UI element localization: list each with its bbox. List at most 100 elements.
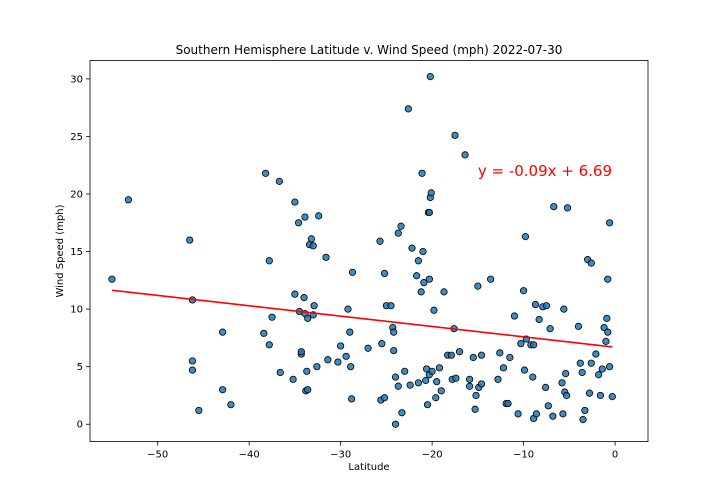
data-point [324,356,332,364]
x-tick-label: −20 [422,450,443,461]
data-point [433,378,441,386]
data-point [430,306,438,314]
data-point [397,222,405,230]
data-point [412,272,421,280]
data-point [315,212,323,220]
x-axis-label: Latitude [348,462,389,473]
data-point [260,329,268,337]
data-point [604,328,612,336]
data-point [576,359,584,367]
data-point [408,244,416,252]
data-point [380,269,389,278]
data-point [276,368,284,377]
data-point [546,325,554,333]
data-point [592,350,600,358]
data-point [519,287,528,295]
data-point [499,364,508,372]
y-tick-label: 20 [70,190,83,201]
data-point [391,420,400,428]
data-point [466,375,474,383]
data-point [394,382,402,390]
data-point [469,353,477,362]
data-point [348,268,357,276]
data-point [451,131,459,139]
data-point [303,367,311,375]
data-point [406,381,414,389]
data-point [219,386,227,394]
data-point [558,379,566,387]
data-point [535,315,543,324]
data-point [596,391,605,400]
data-point [390,346,398,355]
data-point [186,236,194,244]
data-point [474,282,482,290]
data-point [514,410,522,418]
data-point [428,367,436,375]
data-point [401,367,409,375]
data-point [398,409,406,417]
data-point [559,410,567,418]
data-point [275,177,283,185]
data-point [426,73,434,81]
data-point [414,257,422,265]
x-tick-label: −50 [147,450,168,461]
y-axis-label: Wind Speed (mph) [55,204,66,297]
data-point [432,394,440,402]
data-point [452,374,460,382]
data-point [414,379,422,387]
data-point [461,151,469,159]
data-point [108,275,116,283]
data-point [477,351,486,359]
data-point [423,401,432,409]
data-point [530,341,538,349]
y-axis: 0 5 10 15 20 25 30 [70,74,90,431]
data-point [348,395,356,403]
y-tick-label: 25 [70,132,83,143]
plot-frame [89,60,649,442]
data-point [455,348,464,356]
data-point [378,340,386,348]
data-point [301,213,309,221]
data-point [477,380,486,388]
data-point [579,416,587,424]
data-point [418,169,426,177]
data-point [562,391,571,400]
data-point [227,401,235,409]
data-point [334,358,342,366]
data-point [188,357,197,365]
data-point [603,314,611,322]
data-point [440,288,448,296]
data-point [391,373,400,381]
data-point [380,394,389,402]
data-point [437,387,445,395]
data-point [604,275,612,283]
data-point [510,312,519,320]
data-point [419,247,427,256]
data-point [307,235,315,243]
data-point [265,257,273,265]
data-point [594,371,603,379]
data-point [600,323,608,332]
data-point [291,290,299,298]
data-point [390,328,398,336]
data-point [304,386,312,394]
data-point [376,237,384,245]
data-point [517,340,525,348]
x-axis: −50 −40 −30 −20 −10 0 [147,441,618,461]
chart-title: Southern Hemisphere Latitude v. Wind Spe… [176,43,563,57]
data-point [520,366,529,374]
data-point [435,364,444,372]
data-point [549,412,557,420]
data-point [466,382,474,390]
y-tick-label: 5 [77,362,83,373]
data-point [605,363,614,371]
data-point [587,359,595,367]
data-point [124,196,133,204]
data-point [529,373,537,381]
data-point [472,391,480,400]
data-point [268,313,276,321]
data-point [309,242,317,250]
data-point [574,322,583,330]
y-tick-label: 30 [70,74,83,85]
data-point [578,368,586,377]
